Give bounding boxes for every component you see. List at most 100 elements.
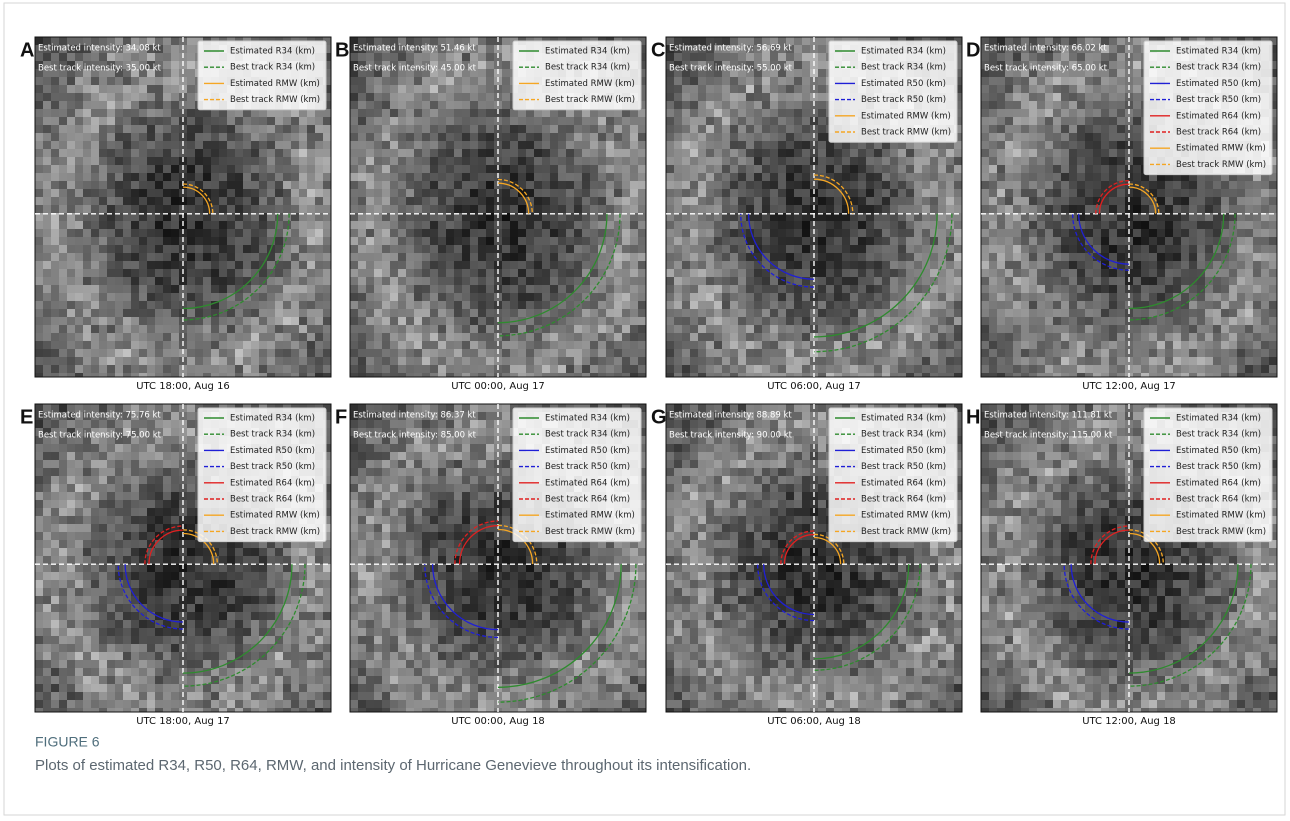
image-pixel [115,309,123,317]
image-pixel [382,205,390,213]
image-pixel [478,309,486,317]
image-pixel [147,341,155,349]
image-pixel [275,205,283,213]
image-pixel [406,261,414,269]
image-pixel [350,285,358,293]
image-pixel [123,237,131,245]
image-pixel [35,109,43,117]
image-pixel [470,357,478,365]
image-pixel [83,277,91,285]
image-pixel [674,117,682,125]
image-pixel [794,53,802,61]
image-pixel [478,101,486,109]
image-pixel [922,349,930,357]
image-pixel [518,133,526,141]
image-pixel [922,237,930,245]
image-pixel [59,165,67,173]
image-pixel [75,141,83,149]
image-pixel [818,61,826,69]
image-pixel [722,301,730,309]
image-pixel [502,117,510,125]
image-pixel [622,181,630,189]
image-pixel [147,301,155,309]
image-pixel [227,237,235,245]
image-pixel [534,349,542,357]
image-pixel [690,125,698,133]
image-pixel [690,245,698,253]
image-pixel [382,325,390,333]
image-pixel [235,261,243,269]
image-pixel [850,285,858,293]
image-pixel [155,125,163,133]
image-pixel [366,133,374,141]
image-pixel [746,309,754,317]
image-pixel [778,373,786,377]
image-pixel [446,277,454,285]
image-pixel [155,269,163,277]
image-pixel [235,165,243,173]
image-pixel [438,109,446,117]
image-pixel [738,173,746,181]
image-pixel [698,117,706,125]
image-pixel [762,189,770,197]
image-pixel [542,181,550,189]
image-pixel [251,117,259,125]
image-pixel [75,197,83,205]
image-pixel [510,285,518,293]
image-pixel [874,309,882,317]
image-pixel [390,77,398,85]
image-pixel [914,189,922,197]
image-pixel [590,357,598,365]
image-pixel [163,181,171,189]
image-pixel [83,117,91,125]
image-pixel [259,117,267,125]
image-pixel [91,197,99,205]
image-pixel [914,229,922,237]
image-pixel [542,317,550,325]
image-pixel [251,229,259,237]
image-pixel [43,341,51,349]
image-pixel [291,301,299,309]
image-pixel [227,253,235,261]
image-pixel [674,101,682,109]
image-pixel [115,85,123,93]
image-pixel [307,349,315,357]
image-pixel [259,293,267,301]
image-pixel [283,349,291,357]
image-pixel [406,373,414,377]
image-pixel [834,165,842,173]
image-pixel [235,197,243,205]
image-pixel [155,301,163,309]
image-pixel [219,117,227,125]
image-pixel [323,349,331,357]
image-pixel [115,109,123,117]
image-pixel [147,189,155,197]
image-pixel [414,333,422,341]
image-pixel [622,173,630,181]
image-pixel [107,197,115,205]
image-pixel [259,341,267,349]
image-pixel [390,157,398,165]
image-pixel [558,253,566,261]
image-pixel [115,317,123,325]
image-pixel [366,309,374,317]
image-pixel [590,333,598,341]
image-pixel [722,133,730,141]
image-pixel [366,325,374,333]
image-pixel [315,269,323,277]
image-pixel [350,309,358,317]
image-pixel [155,197,163,205]
image-pixel [574,181,582,189]
image-pixel [714,293,722,301]
image-pixel [922,197,930,205]
image-pixel [714,301,722,309]
image-pixel [147,205,155,213]
image-pixel [350,301,358,309]
image-pixel [762,333,770,341]
image-pixel [35,317,43,325]
image-pixel [614,325,622,333]
image-pixel [390,205,398,213]
image-pixel [478,221,486,229]
image-pixel [606,309,614,317]
image-pixel [914,245,922,253]
